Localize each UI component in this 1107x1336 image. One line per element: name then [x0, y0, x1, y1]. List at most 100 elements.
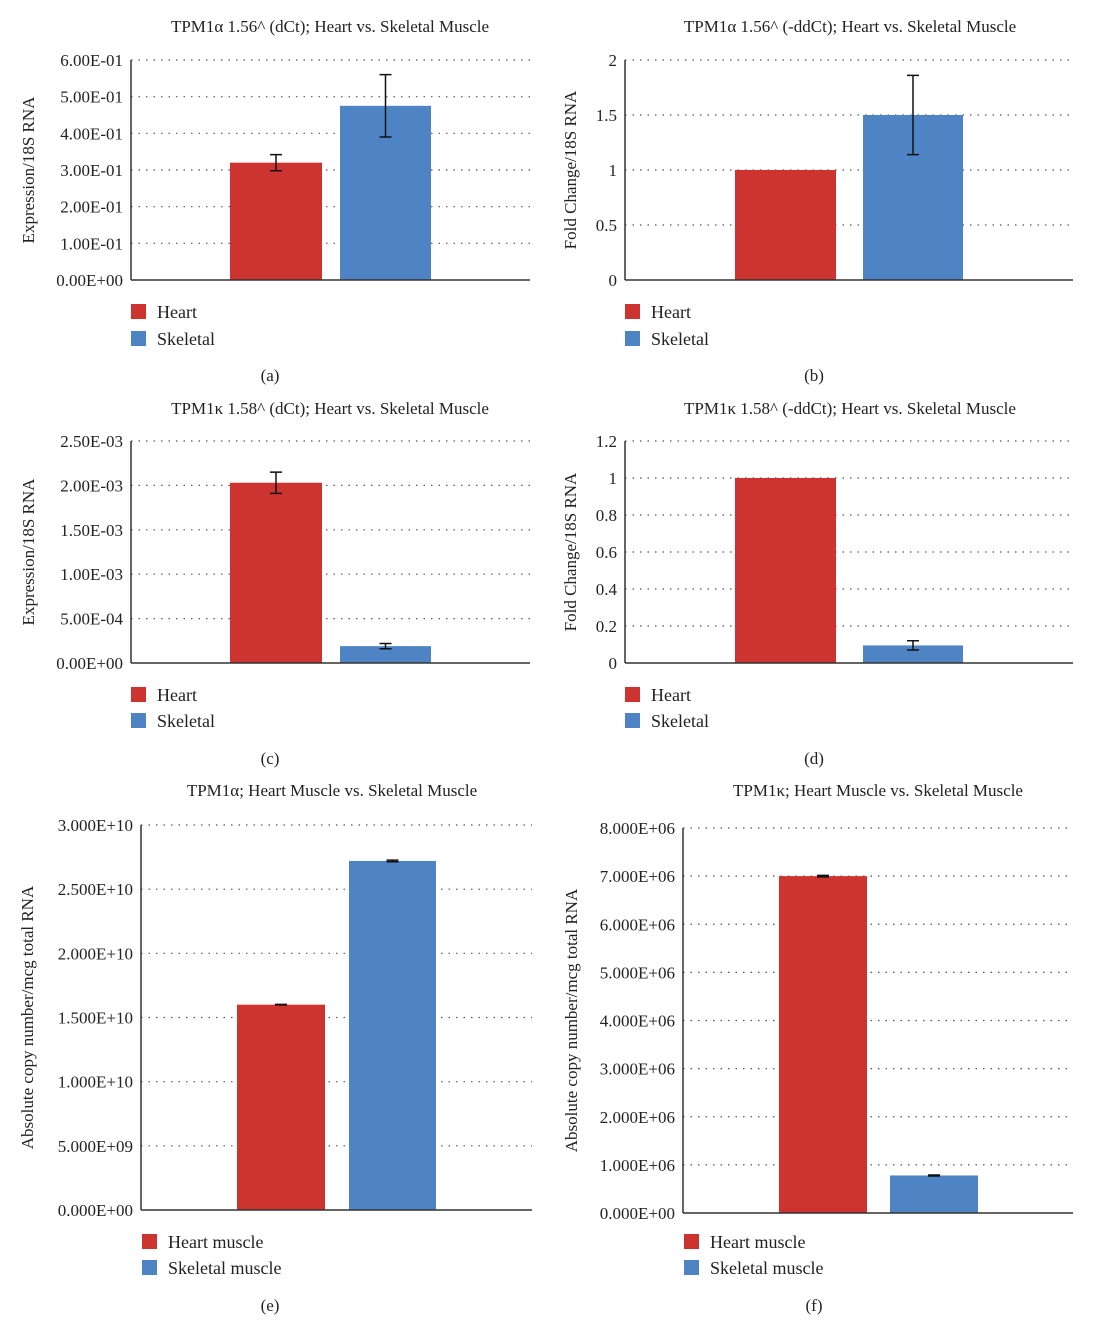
y-tick-label: 0.8: [596, 506, 617, 525]
error-bar: [379, 73, 392, 138]
legend-swatch: [131, 713, 146, 728]
legend-swatch: [131, 331, 146, 346]
panel-caption: (d): [804, 749, 824, 768]
y-tick-label: 0: [609, 271, 618, 290]
y-axis-label: Expression/18S RNA: [19, 96, 38, 244]
bar-skeletal: [340, 646, 431, 663]
legend-label: Heart muscle: [168, 1232, 263, 1252]
legend-label: Skeletal: [651, 329, 709, 349]
error-bar: [817, 874, 829, 878]
chart-title: TPM1κ 1.58^ (-ddCt); Heart vs. Skeletal …: [684, 399, 1016, 418]
chart-title: TPM1α 1.56^ (-ddCt); Heart vs. Skeletal …: [684, 17, 1016, 36]
legend-swatch: [142, 1234, 157, 1249]
y-tick-label: 1: [609, 161, 618, 180]
y-tick-label: 0.5: [596, 216, 617, 235]
y-axis-label: Expression/18S RNA: [19, 478, 38, 626]
chart-title: TPM1α 1.56^ (dCt); Heart vs. Skeletal Mu…: [171, 17, 489, 36]
y-tick-label: 2.00E-01: [60, 198, 123, 217]
bar-heart: [779, 876, 867, 1213]
y-tick-label: 7.000E+06: [600, 867, 675, 886]
y-tick-label: 8.000E+06: [600, 819, 675, 838]
y-axis-label: Fold Change/18S RNA: [561, 472, 580, 631]
panel-caption: (c): [261, 749, 280, 768]
bar-skeletal: [863, 645, 963, 663]
y-tick-label: 6.000E+06: [600, 915, 675, 934]
error-bar: [386, 859, 399, 863]
y-tick-label: 2.500E+10: [58, 880, 133, 899]
y-tick-label: 0.00E+00: [56, 271, 123, 290]
legend-label: Skeletal muscle: [168, 1258, 281, 1278]
legend-label: Heart: [651, 302, 691, 322]
panel-caption: (a): [261, 366, 280, 385]
legend-label: Heart: [157, 302, 197, 322]
legend-label: Skeletal muscle: [710, 1258, 823, 1278]
y-tick-label: 0.000E+00: [600, 1204, 675, 1223]
error-bar: [907, 74, 919, 156]
panel-caption: (b): [804, 366, 824, 385]
y-tick-label: 1.00E-03: [60, 565, 123, 584]
y-axis-label: Fold Change/18S RNA: [561, 90, 580, 249]
y-tick-label: 0.00E+00: [56, 654, 123, 673]
y-tick-label: 1.2: [596, 432, 617, 451]
legend-label: Skeletal: [651, 711, 709, 731]
y-tick-label: 1.5: [596, 106, 617, 125]
panel-caption: (f): [806, 1296, 823, 1315]
error-bar: [379, 642, 392, 650]
y-tick-label: 2: [609, 51, 618, 70]
y-tick-label: 1.00E-01: [60, 234, 123, 253]
legend-swatch: [684, 1234, 699, 1249]
y-tick-label: 4.00E-01: [60, 124, 123, 143]
legend-swatch: [684, 1260, 699, 1275]
y-tick-label: 1: [609, 469, 618, 488]
legend-swatch: [625, 713, 640, 728]
y-tick-label: 2.50E-03: [60, 432, 123, 451]
legend-label: Heart muscle: [710, 1232, 805, 1252]
bar-skeletal: [349, 860, 436, 1210]
error-bar: [270, 471, 282, 495]
chart-title: TPM1κ; Heart Muscle vs. Skeletal Muscle: [733, 781, 1023, 800]
error-bar: [928, 1174, 940, 1177]
y-tick-label: 3.000E+06: [600, 1060, 675, 1079]
y-tick-label: 4.000E+06: [600, 1012, 675, 1031]
bar-heart: [230, 162, 322, 280]
error-bar: [907, 640, 919, 651]
legend-swatch: [131, 687, 146, 702]
y-tick-label: 2.00E-03: [60, 476, 123, 495]
error-bar: [275, 1003, 287, 1006]
y-tick-label: 3.000E+10: [58, 816, 133, 835]
y-tick-label: 5.00E-01: [60, 88, 123, 107]
y-tick-label: 0: [609, 654, 618, 673]
y-tick-label: 2.000E+10: [58, 944, 133, 963]
y-tick-label: 3.00E-01: [60, 161, 123, 180]
legend-swatch: [142, 1260, 157, 1275]
y-tick-label: 2.000E+06: [600, 1108, 675, 1127]
y-tick-label: 1.000E+10: [58, 1073, 133, 1092]
y-tick-label: 5.00E-04: [60, 610, 123, 629]
y-axis-label: Absolute copy number/mcg total RNA: [18, 885, 37, 1149]
bar-skeletal: [890, 1175, 978, 1213]
y-tick-label: 0.000E+00: [58, 1201, 133, 1220]
legend-label: Skeletal: [157, 329, 215, 349]
y-tick-label: 1.50E-03: [60, 521, 123, 540]
bar-heart: [735, 478, 836, 663]
chart-title: TPM1κ 1.58^ (dCt); Heart vs. Skeletal Mu…: [171, 399, 489, 418]
legend-label: Heart: [651, 685, 691, 705]
bar-heart: [230, 482, 322, 663]
panel-caption: (e): [261, 1296, 280, 1315]
legend-swatch: [131, 304, 146, 319]
y-tick-label: 0.6: [596, 543, 617, 562]
y-tick-label: 6.00E-01: [60, 51, 123, 70]
y-tick-label: 5.000E+09: [58, 1137, 133, 1156]
error-bar: [270, 153, 282, 172]
legend-swatch: [625, 331, 640, 346]
bar-heart: [735, 170, 836, 280]
y-axis-label: Absolute copy number/mcg total RNA: [562, 888, 581, 1152]
chart-title: TPM1α; Heart Muscle vs. Skeletal Muscle: [187, 781, 477, 800]
legend-swatch: [625, 304, 640, 319]
legend-label: Heart: [157, 685, 197, 705]
legend-swatch: [625, 687, 640, 702]
y-tick-label: 0.4: [596, 580, 618, 599]
bar-heart: [237, 1004, 325, 1210]
y-tick-label: 0.2: [596, 617, 617, 636]
